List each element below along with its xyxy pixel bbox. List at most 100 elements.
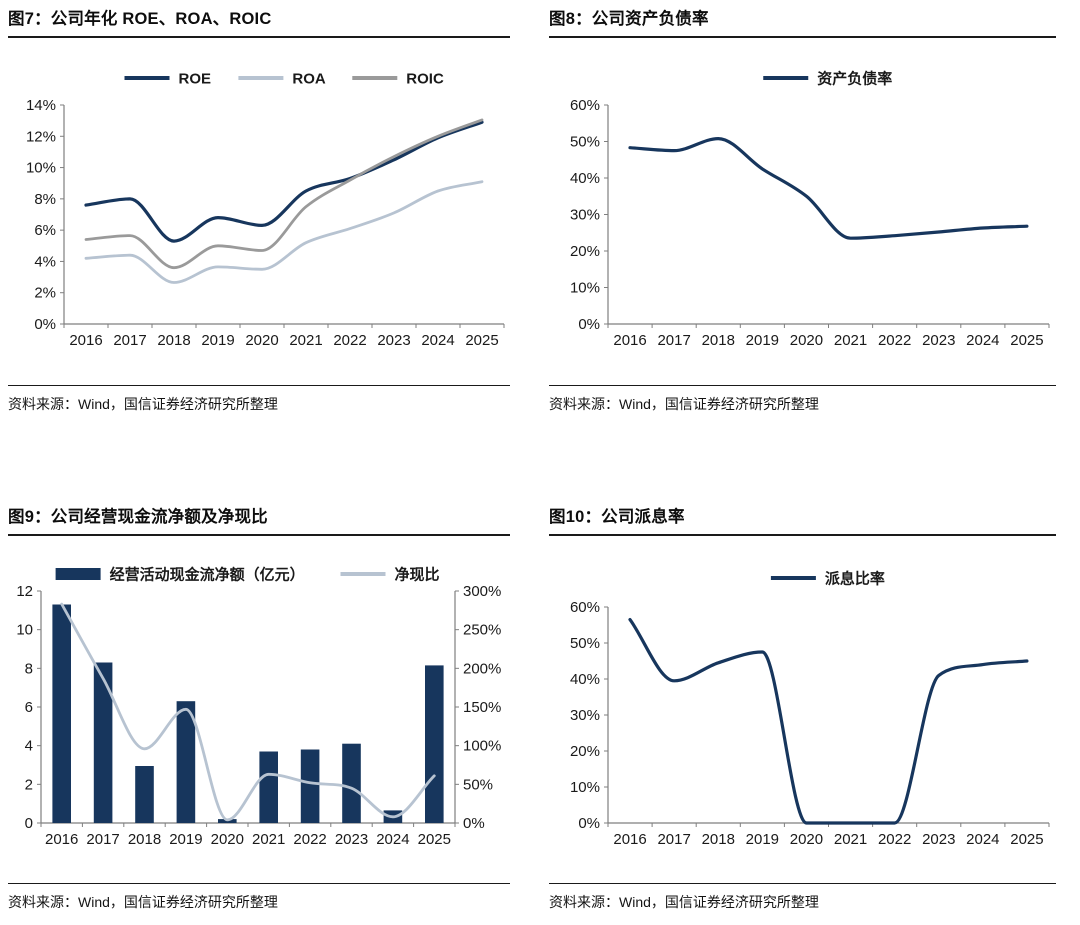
svg-text:4: 4 [25, 738, 33, 755]
svg-text:2023: 2023 [335, 831, 368, 848]
figure-title: 图9：公司经营现金流净额及净现比 [8, 508, 268, 526]
source-note: 资料来源：Wind，国信证券经济研究所整理 [549, 894, 819, 910]
svg-text:2019: 2019 [746, 831, 779, 848]
source-divider [549, 883, 1056, 884]
svg-text:0%: 0% [578, 815, 600, 832]
svg-text:12: 12 [16, 583, 33, 600]
svg-text:50%: 50% [570, 635, 600, 652]
svg-text:2019: 2019 [201, 332, 234, 349]
svg-text:2021: 2021 [252, 831, 285, 848]
source-note: 资料来源：Wind，国信证券经济研究所整理 [8, 396, 278, 412]
svg-text:200%: 200% [463, 660, 501, 677]
svg-text:派息比率: 派息比率 [825, 570, 885, 588]
svg-text:2020: 2020 [790, 831, 823, 848]
svg-text:2016: 2016 [69, 332, 102, 349]
svg-text:2017: 2017 [113, 332, 146, 349]
svg-text:2021: 2021 [289, 332, 322, 349]
svg-text:0%: 0% [578, 316, 600, 333]
svg-text:2: 2 [25, 776, 33, 793]
svg-text:20%: 20% [570, 243, 600, 260]
figure-title: 图8：公司资产负债率 [549, 10, 709, 28]
svg-text:ROE: ROE [179, 71, 212, 88]
svg-text:2020: 2020 [211, 831, 244, 848]
figure-panel-dividend-ratio: 图10：公司派息率 0% 10% 20% 30% 40% 50% 60% 2016 2017 20… [549, 503, 1056, 912]
svg-text:8: 8 [25, 660, 33, 677]
svg-text:30%: 30% [570, 707, 600, 724]
svg-text:2023: 2023 [922, 332, 955, 349]
cashflow-bar-line-chart: 0 2 4 6 8 10 12 0% 50% 100% 150% 200% 250% 300% 2016 20… [16, 566, 501, 849]
svg-text:2022: 2022 [333, 332, 366, 349]
svg-text:50%: 50% [463, 776, 493, 793]
svg-text:100%: 100% [463, 738, 501, 755]
svg-text:10%: 10% [26, 160, 56, 177]
svg-text:4%: 4% [34, 253, 56, 270]
dividend-ratio-line-chart: 0% 10% 20% 30% 40% 50% 60% 2016 2017 2018 2019 2020… [570, 570, 1050, 848]
svg-text:2020: 2020 [245, 332, 278, 349]
svg-text:2025: 2025 [1010, 332, 1043, 349]
svg-text:2025: 2025 [465, 332, 498, 349]
svg-text:0: 0 [25, 815, 33, 832]
svg-text:2016: 2016 [613, 831, 646, 848]
svg-text:2017: 2017 [657, 831, 690, 848]
svg-text:2016: 2016 [45, 831, 78, 848]
svg-text:6%: 6% [34, 222, 56, 239]
title-underline [549, 534, 1056, 536]
svg-text:150%: 150% [463, 699, 501, 716]
svg-text:10: 10 [16, 622, 33, 639]
svg-text:2%: 2% [34, 285, 56, 302]
svg-text:2022: 2022 [878, 831, 911, 848]
svg-text:10%: 10% [570, 779, 600, 796]
title-underline [8, 534, 510, 536]
svg-text:2016: 2016 [613, 332, 646, 349]
svg-text:ROIC: ROIC [406, 71, 444, 88]
svg-text:60%: 60% [570, 97, 600, 114]
svg-text:2024: 2024 [966, 332, 999, 349]
svg-text:ROA: ROA [292, 71, 326, 88]
svg-text:60%: 60% [570, 599, 600, 616]
svg-text:250%: 250% [463, 622, 501, 639]
svg-text:2024: 2024 [966, 831, 999, 848]
svg-text:14%: 14% [26, 97, 56, 114]
svg-text:0%: 0% [34, 316, 56, 333]
svg-text:2021: 2021 [834, 332, 867, 349]
svg-text:20%: 20% [570, 743, 600, 760]
svg-text:2025: 2025 [418, 831, 451, 848]
svg-text:2017: 2017 [86, 831, 119, 848]
figure-panel-roe-roa-roic: 图7：公司年化 ROE、ROA、ROIC 0% 2% 4% 6% 8% 10% 12% 14%… [8, 5, 510, 414]
svg-text:0%: 0% [463, 815, 485, 832]
svg-text:2022: 2022 [293, 831, 326, 848]
svg-text:40%: 40% [570, 170, 600, 187]
svg-text:2021: 2021 [834, 831, 867, 848]
svg-text:2020: 2020 [790, 332, 823, 349]
svg-text:2025: 2025 [1010, 831, 1043, 848]
svg-text:2024: 2024 [421, 332, 454, 349]
svg-text:10%: 10% [570, 280, 600, 297]
figure-title: 图10：公司派息率 [549, 508, 685, 526]
figure-panel-operating-cashflow: 图9：公司经营现金流净额及净现比 0 2 4 6 8 10 12 0% 50% 100% 150% 2… [8, 503, 510, 912]
figure-panel-debt-ratio: 图8：公司资产负债率 0% 10% 20% 30% 40% 50% 60% 2016 2017 2… [549, 5, 1056, 414]
svg-text:2018: 2018 [702, 332, 735, 349]
roe-roa-roic-line-chart: 0% 2% 4% 6% 8% 10% 12% 14% 2016 2017 2018 2019 2020 2… [26, 71, 505, 349]
svg-text:12%: 12% [26, 128, 56, 145]
svg-text:300%: 300% [463, 583, 501, 600]
svg-text:经营活动现金流净额（亿元）: 经营活动现金流净额（亿元） [110, 566, 305, 584]
svg-text:40%: 40% [570, 671, 600, 688]
svg-text:6: 6 [25, 699, 33, 716]
svg-text:2018: 2018 [128, 831, 161, 848]
svg-text:30%: 30% [570, 207, 600, 224]
source-divider [549, 385, 1056, 386]
svg-text:8%: 8% [34, 191, 56, 208]
svg-text:2019: 2019 [746, 332, 779, 349]
svg-text:2019: 2019 [169, 831, 202, 848]
figure-title: 图7：公司年化 ROE、ROA、ROIC [8, 10, 272, 28]
svg-text:2018: 2018 [157, 332, 190, 349]
svg-text:2022: 2022 [878, 332, 911, 349]
svg-text:2023: 2023 [377, 332, 410, 349]
source-divider [8, 883, 510, 884]
debt-ratio-line-chart: 0% 10% 20% 30% 40% 50% 60% 2016 2017 2018 2019 2020… [570, 70, 1050, 349]
svg-text:净现比: 净现比 [395, 566, 440, 584]
svg-text:50%: 50% [570, 134, 600, 151]
title-underline [8, 36, 510, 38]
svg-text:2017: 2017 [657, 332, 690, 349]
svg-text:2018: 2018 [702, 831, 735, 848]
